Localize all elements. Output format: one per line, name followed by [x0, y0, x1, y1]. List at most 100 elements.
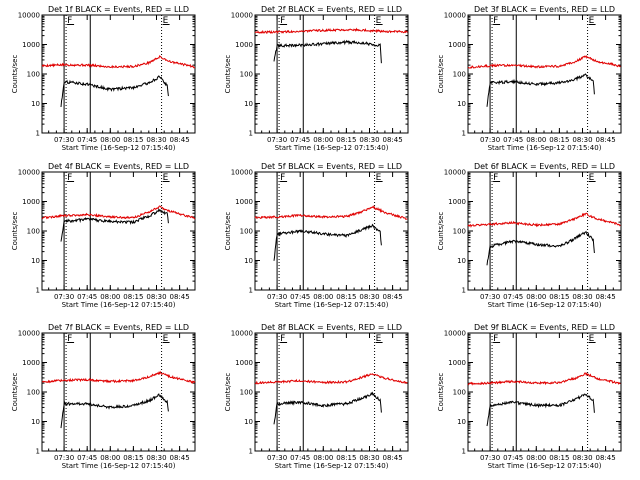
flag-marker-label: E — [589, 334, 595, 344]
x-axis-label: Start Time (16-Sep-12 07:15:40) — [488, 301, 602, 309]
y-tick-label: 1000 — [22, 198, 40, 206]
x-tick-label: 08:00 — [100, 293, 120, 301]
x-tick-label: 07:45 — [290, 136, 310, 144]
flag-marker-label: F — [280, 334, 285, 344]
events-series-line — [486, 230, 595, 266]
detector-panel: Det 3f BLACK = Events, RED = LLD 1 10 100 10… — [437, 5, 622, 152]
y-tick-label: 10000 — [444, 330, 466, 338]
y-tick-label: 1 — [249, 287, 253, 295]
x-tick-label: 08:15 — [336, 293, 356, 301]
x-tick-label: 08:45 — [596, 136, 616, 144]
y-tick-label: 1 — [36, 448, 40, 456]
x-tick-label: 07:30 — [267, 136, 287, 144]
plot-frame — [41, 14, 196, 134]
flag-marker-label: E — [163, 334, 169, 344]
y-tick-label: 10 — [31, 418, 40, 426]
events-series-line — [486, 73, 595, 107]
panel-title: Det 6f BLACK = Events, RED = LLD — [474, 162, 615, 171]
panel-title: Det 7f BLACK = Events, RED = LLD — [48, 323, 189, 332]
events-series-line — [60, 393, 169, 429]
y-tick-label: 1000 — [235, 41, 253, 49]
x-tick-label: 07:45 — [77, 136, 97, 144]
x-tick-label: 08:00 — [313, 136, 333, 144]
y-tick-label: 1000 — [235, 359, 253, 367]
x-tick-label: 08:00 — [313, 454, 333, 462]
panel-title: Det 9f BLACK = Events, RED = LLD — [474, 323, 615, 332]
x-tick-label: 08:45 — [170, 454, 190, 462]
lld-series-line — [41, 205, 196, 220]
y-tick-label: 100 — [240, 228, 253, 236]
y-tick-label: 1 — [249, 130, 253, 138]
flag-marker-label: F — [67, 173, 72, 183]
x-axis-label: Start Time (16-Sep-12 07:15:40) — [488, 144, 602, 152]
x-tick-label: 08:30 — [359, 136, 379, 144]
flag-marker-label: F — [67, 334, 72, 344]
detector-panel: Det 7f BLACK = Events, RED = LLD 1 10 100 10… — [11, 323, 196, 470]
y-axis-label: Counts/sec — [224, 55, 232, 94]
flag-marker-label: E — [163, 16, 169, 26]
y-axis-label: Counts/sec — [11, 55, 19, 94]
y-axis-label: Counts/sec — [437, 373, 445, 412]
x-tick-label: 07:30 — [54, 136, 74, 144]
x-axis-label: Start Time (16-Sep-12 07:15:40) — [62, 462, 176, 470]
x-tick-label: 07:45 — [503, 136, 523, 144]
x-tick-label: 08:00 — [526, 454, 546, 462]
detector-panel: Det 4f BLACK = Events, RED = LLD 1 10 100 10… — [11, 162, 196, 309]
y-axis-label: Counts/sec — [437, 55, 445, 94]
x-tick-label: 08:30 — [572, 293, 592, 301]
y-tick-label: 10000 — [18, 330, 40, 338]
y-tick-label: 10 — [244, 257, 253, 265]
x-tick-label: 07:45 — [290, 293, 310, 301]
plot-frame — [254, 171, 409, 291]
x-tick-label: 08:45 — [170, 293, 190, 301]
x-tick-label: 07:45 — [503, 293, 523, 301]
flag-marker-label: F — [493, 16, 498, 26]
y-axis-label: Counts/sec — [11, 212, 19, 251]
y-tick-label: 10000 — [18, 12, 40, 20]
y-tick-label: 1 — [462, 130, 466, 138]
x-tick-label: 07:30 — [267, 454, 287, 462]
y-tick-label: 100 — [27, 228, 40, 236]
x-tick-label: 08:15 — [123, 293, 143, 301]
x-axis-label: Start Time (16-Sep-12 07:15:40) — [62, 144, 176, 152]
x-tick-label: 08:45 — [170, 136, 190, 144]
flag-marker-label: E — [589, 173, 595, 183]
y-tick-label: 10000 — [18, 169, 40, 177]
panel-title: Det 5f BLACK = Events, RED = LLD — [261, 162, 402, 171]
y-tick-label: 10 — [244, 100, 253, 108]
events-series-line — [60, 208, 169, 242]
y-tick-label: 100 — [240, 71, 253, 79]
x-tick-label: 07:45 — [290, 454, 310, 462]
lld-series-line — [254, 27, 408, 35]
flag-marker-label: F — [493, 173, 498, 183]
y-tick-label: 1000 — [448, 198, 466, 206]
x-tick-label: 08:15 — [336, 454, 356, 462]
y-tick-label: 1 — [249, 448, 253, 456]
y-tick-label: 100 — [240, 389, 253, 397]
x-tick-label: 08:45 — [383, 454, 403, 462]
y-tick-label: 1 — [462, 287, 466, 295]
x-tick-label: 08:00 — [100, 454, 120, 462]
lld-series-line — [254, 205, 408, 220]
y-tick-label: 10000 — [444, 169, 466, 177]
y-axis-label: Counts/sec — [224, 373, 232, 412]
x-tick-label: 08:15 — [549, 293, 569, 301]
y-tick-label: 10 — [457, 418, 466, 426]
plot-frame — [254, 332, 409, 452]
y-tick-label: 1000 — [448, 359, 466, 367]
panel-title: Det 8f BLACK = Events, RED = LLD — [261, 323, 402, 332]
y-axis-label: Counts/sec — [224, 212, 232, 251]
plot-frame — [467, 14, 622, 134]
y-tick-label: 1000 — [448, 41, 466, 49]
x-tick-label: 07:30 — [480, 293, 500, 301]
detector-panel: Det 2f BLACK = Events, RED = LLD 1 10 100 10… — [224, 5, 409, 152]
x-tick-label: 08:15 — [549, 136, 569, 144]
y-axis-label: Counts/sec — [437, 212, 445, 251]
x-tick-label: 07:30 — [480, 454, 500, 462]
x-tick-label: 08:15 — [123, 136, 143, 144]
x-tick-label: 08:30 — [572, 136, 592, 144]
x-axis-label: Start Time (16-Sep-12 07:15:40) — [62, 301, 176, 309]
x-axis-label: Start Time (16-Sep-12 07:15:40) — [488, 462, 602, 470]
events-series-line — [60, 75, 169, 108]
panel-title: Det 4f BLACK = Events, RED = LLD — [48, 162, 189, 171]
